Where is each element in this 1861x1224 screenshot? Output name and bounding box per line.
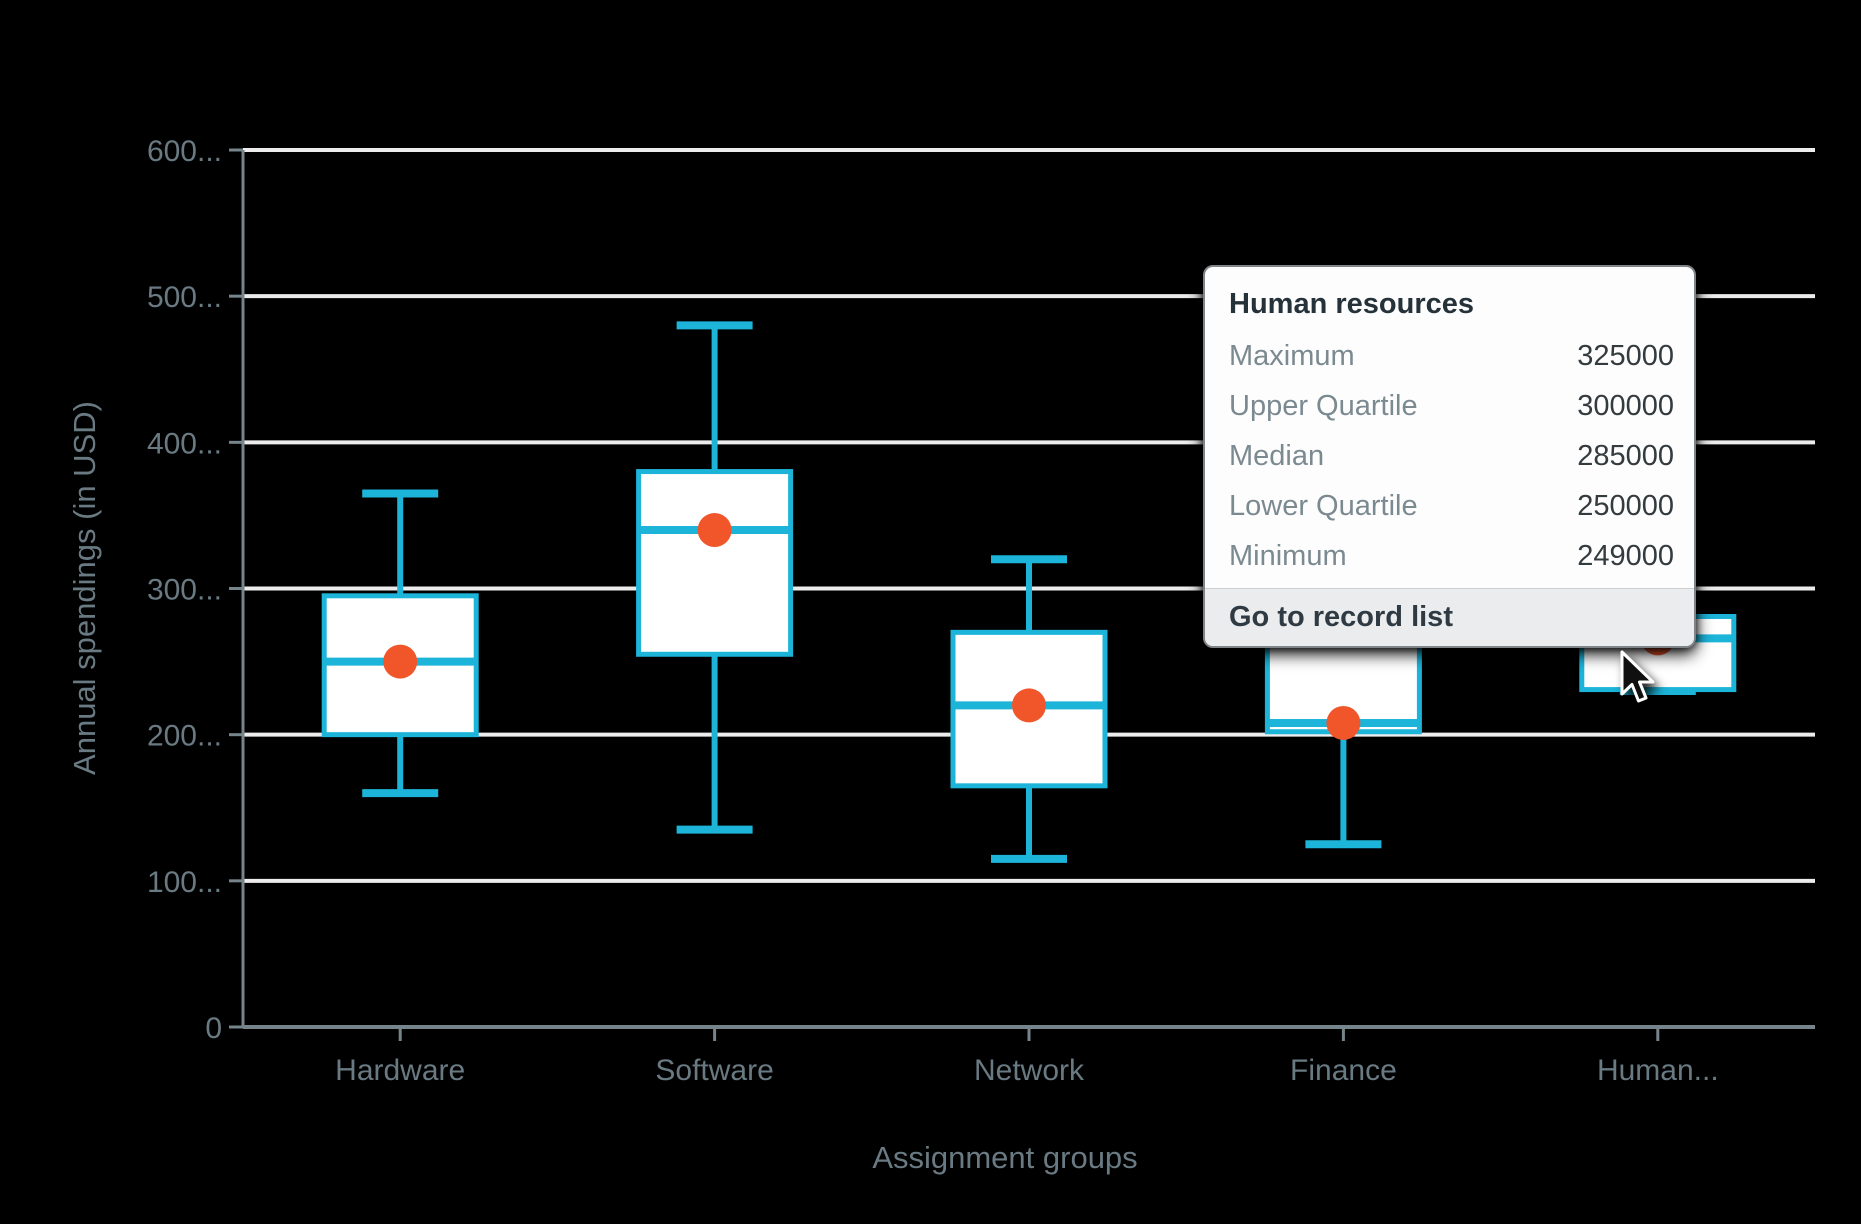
tooltip-row-label: Median [1229,439,1325,472]
tooltip-row-value: 249000 [1577,539,1674,572]
x-tick-label-human-resources: Human... [1597,1054,1719,1087]
y-tick-label: 100... [147,866,222,899]
box-software[interactable] [636,469,794,657]
y-tick-label: 0 [205,1012,222,1045]
y-tick-label: 600... [147,135,222,168]
y-tick-label: 400... [147,427,222,460]
tooltip-action-go-to-record-list[interactable]: Go to record list [1205,588,1694,646]
tooltip-rows: Maximum 325000 Upper Quartile 300000 Median 2… [1205,331,1694,581]
tooltip-row-label: Minimum [1229,539,1347,572]
x-tick-label-network: Network [974,1054,1085,1087]
tooltip-row-label: Upper Quartile [1229,389,1418,422]
tooltip-row-label: Lower Quartile [1229,489,1418,522]
tooltip-row-minimum: Minimum 249000 [1205,531,1694,581]
tooltip-row-upper-quartile: Upper Quartile 300000 [1205,381,1694,431]
y-tick-label: 300... [147,574,222,607]
x-axis-title: Assignment groups [872,1140,1138,1175]
tooltip-row-maximum: Maximum 325000 [1205,331,1694,381]
tooltip-row-value: 325000 [1577,339,1674,372]
tooltip: Human resources Maximum 325000 Upper Quart… [1203,265,1696,648]
x-tick-label-software: Software [655,1054,773,1087]
tooltip-row-value: 285000 [1577,439,1674,472]
tooltip-row-label: Maximum [1229,339,1355,372]
x-tick-label-hardware: Hardware [335,1054,465,1087]
y-axis-title: Annual spendings (in USD) [67,401,102,775]
tooltip-row-lower-quartile: Lower Quartile 250000 [1205,481,1694,531]
mean-dot-network[interactable] [1012,688,1046,723]
x-tick-label-finance: Finance [1290,1054,1397,1087]
mean-dot-software[interactable] [697,513,732,548]
tooltip-title: Human resources [1229,288,1474,320]
tooltip-row-value: 250000 [1577,489,1674,522]
tooltip-row-median: Median 285000 [1205,431,1694,481]
y-tick-label: 500... [147,281,222,314]
mouse-cursor [1620,650,1655,703]
tooltip-row-value: 300000 [1577,389,1674,422]
mean-dot-hardware[interactable] [383,644,418,679]
mean-dot-finance[interactable] [1326,705,1361,740]
y-tick-label: 200... [147,720,222,753]
